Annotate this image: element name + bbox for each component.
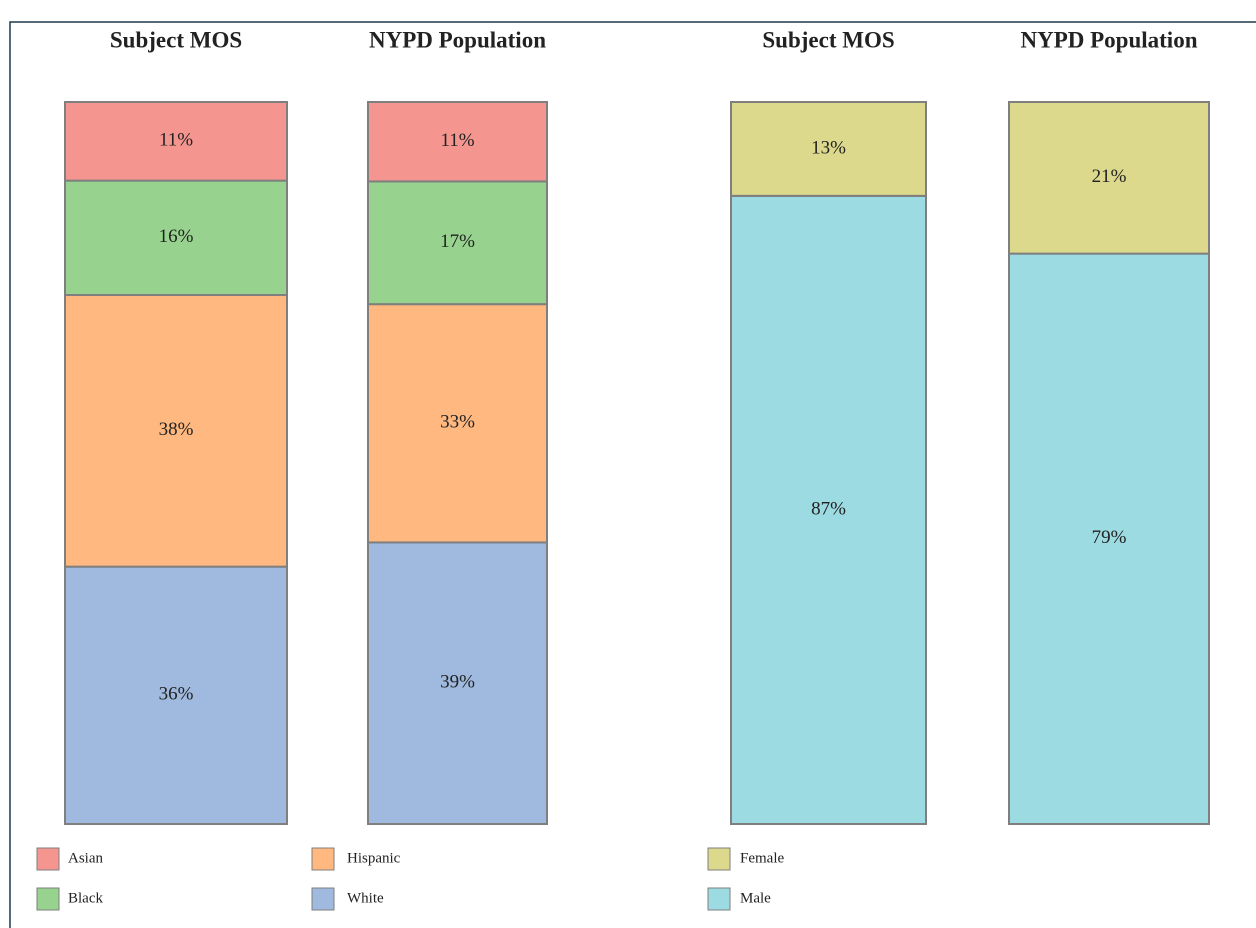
legend-swatch [311,847,335,871]
data-label: 36% [159,684,194,705]
bar-segment [64,179,288,297]
bar-header: Subject MOS [762,27,894,52]
legend-swatch [707,847,731,871]
legend-swatch [36,847,60,871]
bar-header: Subject MOS [110,27,242,52]
legend-label: Black [68,890,103,906]
data-label: 16% [159,226,194,247]
bar-segment [64,565,288,825]
legend-label: Asian [68,850,103,866]
legend-label: Female [740,850,784,866]
bar-header: NYPD Population [369,27,546,52]
data-label: 33% [440,412,475,433]
bar-header: NYPD Population [1021,27,1198,52]
data-label: 38% [159,419,194,440]
legend-swatch [311,887,335,911]
legend-label: Male [740,890,771,906]
bar-segment [367,101,548,183]
legend-label: Hispanic [347,850,401,866]
frame [9,21,1256,928]
legend-label: White [347,890,384,906]
legend-swatch [707,887,731,911]
data-label: 13% [811,137,846,158]
data-label: 17% [440,231,475,252]
data-label: 11% [159,130,193,151]
data-label: 11% [440,130,474,151]
bar-segment [1008,101,1210,255]
bar-segment [64,101,288,182]
data-label: 87% [811,498,846,519]
data-label: 79% [1092,527,1127,548]
legend-swatch [36,887,60,911]
bar-segment [64,294,288,568]
bar-segment [1008,252,1210,825]
data-label: 21% [1092,166,1127,187]
bar-segment [730,194,927,826]
bar-segment [730,101,927,197]
data-label: 39% [440,672,475,693]
